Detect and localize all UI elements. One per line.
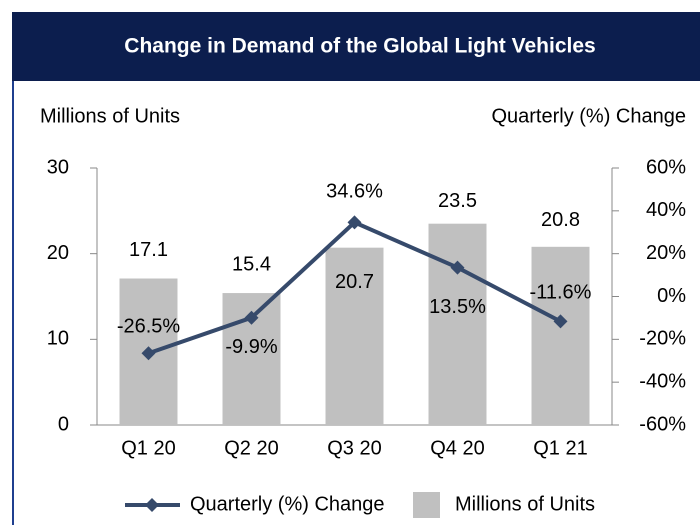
y-axis-label: Millions of Units — [40, 105, 180, 127]
line-marker — [347, 215, 362, 230]
line-value-label: -9.9% — [225, 336, 277, 358]
x-tick-label: Q1 20 — [121, 437, 175, 459]
legend-swatch — [413, 492, 440, 518]
bar — [531, 246, 590, 425]
bar — [428, 223, 487, 425]
y-tick-label: 30 — [47, 156, 69, 178]
y-tick-label: 10 — [47, 328, 69, 350]
line-value-label: -11.6% — [530, 282, 592, 304]
line-marker — [553, 314, 568, 329]
bar — [325, 247, 384, 425]
x-tick-label: Q3 20 — [327, 437, 381, 459]
y2-tick-label: 60% — [646, 156, 686, 178]
line-value-label: -26.5% — [117, 316, 181, 338]
x-tick-label: Q1 21 — [533, 437, 587, 459]
legend-label: Millions of Units — [455, 493, 595, 515]
legend-marker — [145, 498, 159, 512]
y2-axis-label: Quarterly (%) Change — [491, 105, 686, 127]
chart-title: Change in Demand of the Global Light Veh… — [124, 35, 595, 58]
y2-tick-label: -20% — [639, 328, 686, 350]
x-tick-label: Q4 20 — [430, 437, 484, 459]
y2-tick-label: -40% — [639, 370, 686, 392]
y2-tick-label: 0% — [657, 285, 686, 307]
bar-value-label: 20.7 — [335, 271, 374, 293]
line-marker — [141, 346, 156, 361]
bar-value-label: 17.1 — [129, 239, 168, 261]
title-bar — [12, 12, 700, 81]
y2-tick-label: -60% — [639, 413, 686, 435]
y-tick-label: 20 — [47, 242, 69, 264]
bar-value-label: 20.8 — [541, 209, 580, 231]
y-tick-label: 0 — [58, 413, 69, 435]
bar-value-label: 15.4 — [232, 253, 271, 275]
line-marker — [244, 310, 259, 325]
line-marker — [450, 260, 465, 275]
line-value-label: 34.6% — [326, 181, 383, 203]
legend-label: Quarterly (%) Change — [190, 493, 385, 515]
bar-value-label: 23.5 — [438, 190, 477, 212]
x-tick-label: Q2 20 — [224, 437, 278, 459]
y2-tick-label: 40% — [646, 199, 686, 221]
line-value-label: 13.5% — [429, 296, 486, 318]
y2-tick-label: 20% — [646, 242, 686, 264]
